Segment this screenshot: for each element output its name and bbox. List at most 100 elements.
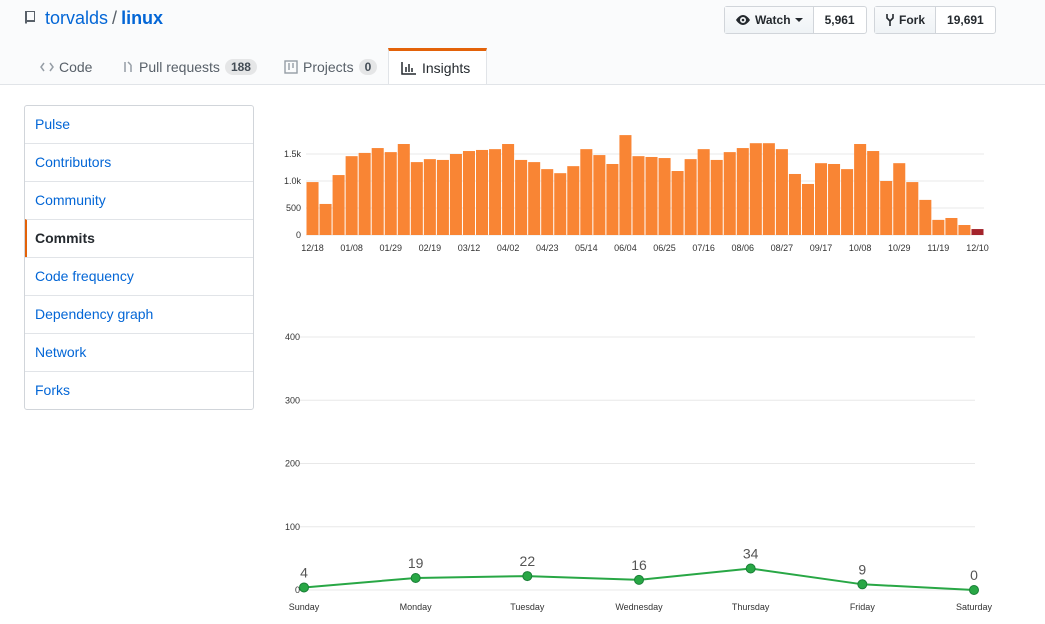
bar: [945, 217, 958, 235]
watch-count[interactable]: 5,961: [824, 13, 855, 27]
sidebar-item[interactable]: Pulse: [35, 116, 71, 132]
tab-label: Insights: [422, 59, 471, 76]
value-label: 16: [631, 557, 647, 573]
point: [522, 571, 533, 582]
x-tick-label: 10/08: [849, 243, 872, 253]
bar: [645, 156, 658, 235]
bar: [606, 163, 619, 235]
project-icon: [284, 60, 298, 74]
bar: [345, 156, 358, 235]
bar: [580, 149, 593, 235]
x-tick-label: Thursday: [732, 602, 770, 612]
bar: [528, 162, 541, 235]
sidebar-item[interactable]: Dependency graph: [25, 295, 253, 333]
bar: [449, 154, 462, 235]
bar: [697, 149, 710, 235]
value-label: 34: [743, 545, 759, 561]
bar: [658, 158, 671, 235]
bar: [723, 152, 736, 235]
y-tick-label: 1.0k: [284, 176, 302, 186]
bar: [567, 166, 580, 235]
bar: [410, 162, 423, 235]
bar: [828, 163, 841, 235]
y-tick-label: 0: [296, 230, 301, 240]
point: [410, 572, 421, 583]
x-tick-label: 11/19: [927, 243, 949, 253]
sidebar-item[interactable]: Contributors: [25, 143, 253, 181]
bar: [775, 149, 788, 235]
y-tick-label: 0: [295, 585, 300, 595]
point: [299, 582, 309, 593]
sidebar-item[interactable]: Community: [25, 181, 253, 219]
bar: [515, 159, 528, 235]
bar: [801, 183, 814, 235]
bar: [371, 148, 384, 235]
x-tick-label: 09/17: [810, 243, 833, 253]
x-tick-label: 06/04: [614, 243, 637, 253]
sidebar-item[interactable]: Commits: [25, 219, 253, 257]
value-label: 0: [970, 567, 978, 583]
value-label: 22: [520, 553, 536, 569]
y-tick-label: 1.5k: [284, 149, 302, 159]
point: [857, 579, 868, 590]
bar: [554, 173, 567, 235]
repo-header: torvalds / linux Watch 5,961 Fork 19,691 C…: [0, 0, 1045, 85]
bar: [632, 156, 645, 235]
sidebar-item[interactable]: Forks: [25, 371, 253, 409]
point: [634, 574, 644, 585]
point: [969, 585, 979, 595]
bar: [541, 169, 554, 235]
y-tick-label: 500: [286, 203, 301, 213]
bar: [423, 159, 436, 235]
code-tab[interactable]: Code: [28, 50, 104, 84]
value-label: 4: [300, 564, 308, 580]
y-tick-label: 400: [285, 332, 300, 342]
x-tick-label: 08/06: [732, 243, 755, 253]
x-tick-label: 05/14: [575, 243, 598, 253]
tab-label: Code: [59, 59, 93, 75]
value-label: 9: [858, 561, 866, 577]
projects-tab[interactable]: Projects 0: [272, 50, 389, 84]
repo-link[interactable]: linux: [121, 8, 164, 28]
code-icon: [40, 62, 54, 72]
insights-tab[interactable]: Insights: [388, 48, 487, 84]
repo-icon: [25, 11, 35, 24]
x-tick-label: 06/25: [653, 243, 676, 253]
bar: [893, 163, 906, 235]
fork-count[interactable]: 19,691: [947, 13, 984, 27]
y-tick-label: 300: [285, 395, 300, 405]
tab-count: 188: [224, 59, 257, 75]
bar: [684, 159, 697, 235]
x-tick-label: 08/27: [771, 243, 794, 253]
x-tick-label: Saturday: [956, 602, 993, 612]
watch[interactable]: Watch: [725, 7, 814, 33]
bar: [880, 181, 893, 235]
bar: [384, 152, 397, 235]
eye-icon: [736, 15, 750, 25]
sidebar-item[interactable]: Network: [25, 333, 253, 371]
x-tick-label: Sunday: [289, 602, 320, 612]
pr-icon: [124, 61, 132, 72]
bar: [306, 182, 319, 235]
bar: [710, 159, 723, 235]
x-tick-label: 07/16: [692, 243, 715, 253]
tab-label: Projects: [303, 59, 354, 75]
x-tick-label: Monday: [400, 602, 433, 612]
sidebar: Pulse Contributors Community Commits Code fr…: [24, 105, 254, 410]
y-tick-label: 200: [285, 459, 300, 469]
fork[interactable]: Fork: [875, 7, 937, 33]
bar: [358, 152, 371, 235]
bar: [788, 173, 801, 235]
pulls-tab[interactable]: Pull requests 188: [110, 50, 269, 84]
bar: [736, 148, 749, 235]
x-tick-label: 03/12: [458, 243, 481, 253]
owner-link[interactable]: torvalds: [45, 8, 109, 28]
sidebar-item[interactable]: Code frequency: [25, 257, 253, 295]
bar: [906, 182, 919, 235]
watch-label: Watch: [755, 13, 791, 27]
bar: [867, 151, 880, 235]
tab-label: Pull requests: [139, 59, 220, 75]
bar: [919, 199, 932, 235]
